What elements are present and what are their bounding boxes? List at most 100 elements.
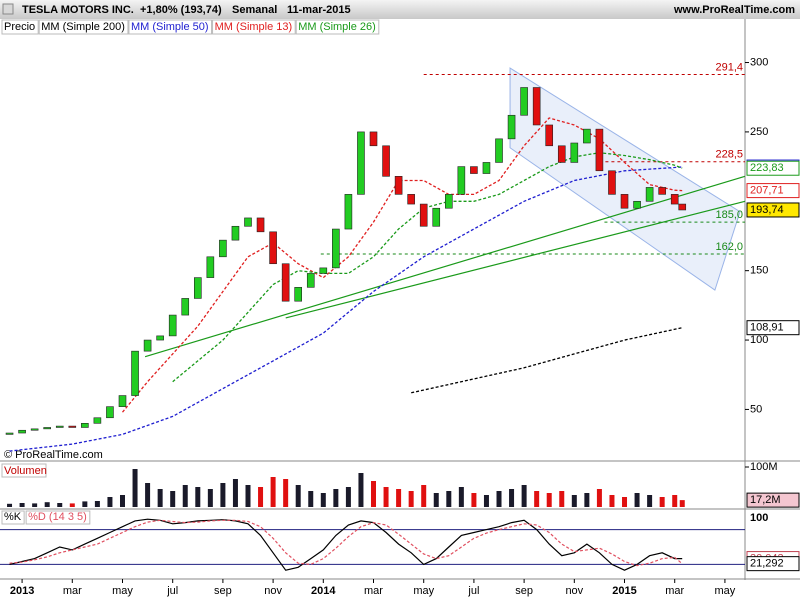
volume-bar (458, 487, 464, 507)
level-label: 162,0 (715, 241, 743, 253)
volume-bar (232, 479, 238, 507)
volume-bar (157, 489, 163, 507)
candle (269, 231, 277, 265)
date: 11-mar-2015 (287, 4, 351, 16)
volume-bar (433, 493, 439, 507)
y-tick-label: 100 (750, 334, 768, 346)
value-flag (746, 160, 800, 176)
x-tick-label: may (112, 585, 133, 597)
candle (319, 267, 328, 274)
candle (43, 427, 51, 430)
volume-bar (383, 487, 389, 507)
trendline (144, 175, 746, 358)
candle (344, 194, 353, 230)
legend-box (128, 19, 213, 35)
x-tick-label: nov (264, 585, 282, 597)
volume-bar (571, 495, 577, 507)
volume-bar (182, 485, 188, 507)
value-flag-label: 193,74 (750, 204, 784, 216)
volume-bar (295, 485, 301, 507)
legend-entry: %K (4, 511, 22, 523)
y-tick-label: 100M (750, 461, 778, 473)
candle (357, 131, 365, 195)
candle (206, 256, 215, 278)
candle (633, 200, 641, 209)
x-tick-label: nov (565, 585, 583, 597)
volume-bar (283, 479, 289, 507)
value-flag-label: 207,71 (750, 184, 784, 196)
volume-bar (19, 503, 25, 507)
volume-bar (345, 487, 351, 507)
legend-entry: MM (Simple 13) (215, 21, 293, 33)
value-flag (746, 202, 800, 218)
legend-entry: MM (Simple 50) (131, 21, 209, 33)
candle (332, 228, 340, 269)
volume-bar (396, 489, 402, 507)
volume-bar (119, 495, 125, 507)
legend-entry: %D (14 3 5) (28, 511, 87, 523)
candle (181, 298, 190, 316)
oscillator-line (9, 519, 683, 567)
candle (193, 277, 202, 299)
level-label: 228,5 (715, 149, 743, 161)
candle (281, 263, 290, 302)
candle (143, 339, 152, 352)
candle (93, 417, 102, 424)
candle (678, 203, 687, 211)
volume-bar (320, 493, 326, 507)
legend-box (25, 510, 91, 525)
volume-bar (7, 503, 13, 507)
x-tick-label: jul (467, 585, 479, 597)
candle (256, 217, 265, 233)
value-flag (746, 492, 800, 508)
candle (532, 87, 541, 126)
legend-entry: MM (Simple 26) (298, 21, 376, 33)
y-tick-label: 250 (750, 126, 768, 138)
moving-average (172, 152, 683, 383)
menu-icon[interactable] (2, 3, 14, 15)
moving-average (121, 117, 683, 413)
volume-bar (333, 489, 339, 507)
candle (168, 314, 177, 337)
candle (670, 194, 679, 205)
candle (369, 131, 378, 147)
x-tick-label: 2014 (311, 585, 336, 597)
x-tick-label: 2015 (612, 585, 636, 597)
value-flag (746, 320, 800, 336)
panel-label: Volumen (4, 465, 47, 477)
moving-average (9, 166, 683, 452)
volume-bar (596, 489, 602, 507)
legend-box (1, 19, 39, 35)
candle (394, 176, 403, 195)
legend-box (1, 510, 25, 525)
value-flag-label: 17,2M (750, 494, 781, 506)
volume-bar (559, 491, 565, 507)
x-tick-label: mar (665, 585, 684, 597)
legend-box (212, 19, 296, 35)
value-flag-label: 21,292 (750, 558, 784, 570)
volume-bar (584, 493, 590, 507)
volume-bar (534, 491, 540, 507)
volume-bar (371, 481, 377, 507)
volume-bar (546, 493, 552, 507)
volume-bar (647, 495, 653, 507)
volume-bar (659, 497, 665, 507)
candle (620, 194, 629, 209)
candle (470, 166, 478, 174)
trendline (285, 200, 746, 319)
candle (81, 423, 89, 428)
value-flag-label: 223,83 (750, 162, 784, 174)
volume-bar (245, 485, 251, 507)
volume-bar (94, 501, 100, 507)
panel-label-box (1, 463, 47, 478)
candle (419, 203, 428, 227)
volume-bar (44, 502, 50, 507)
volume-bar (32, 503, 38, 507)
period: Semanal (232, 4, 277, 16)
volume-bar (421, 485, 427, 507)
volume-bar (258, 487, 264, 507)
value-flag (746, 556, 800, 572)
x-tick-label: mar (364, 585, 383, 597)
level-label: 291,4 (715, 61, 743, 73)
